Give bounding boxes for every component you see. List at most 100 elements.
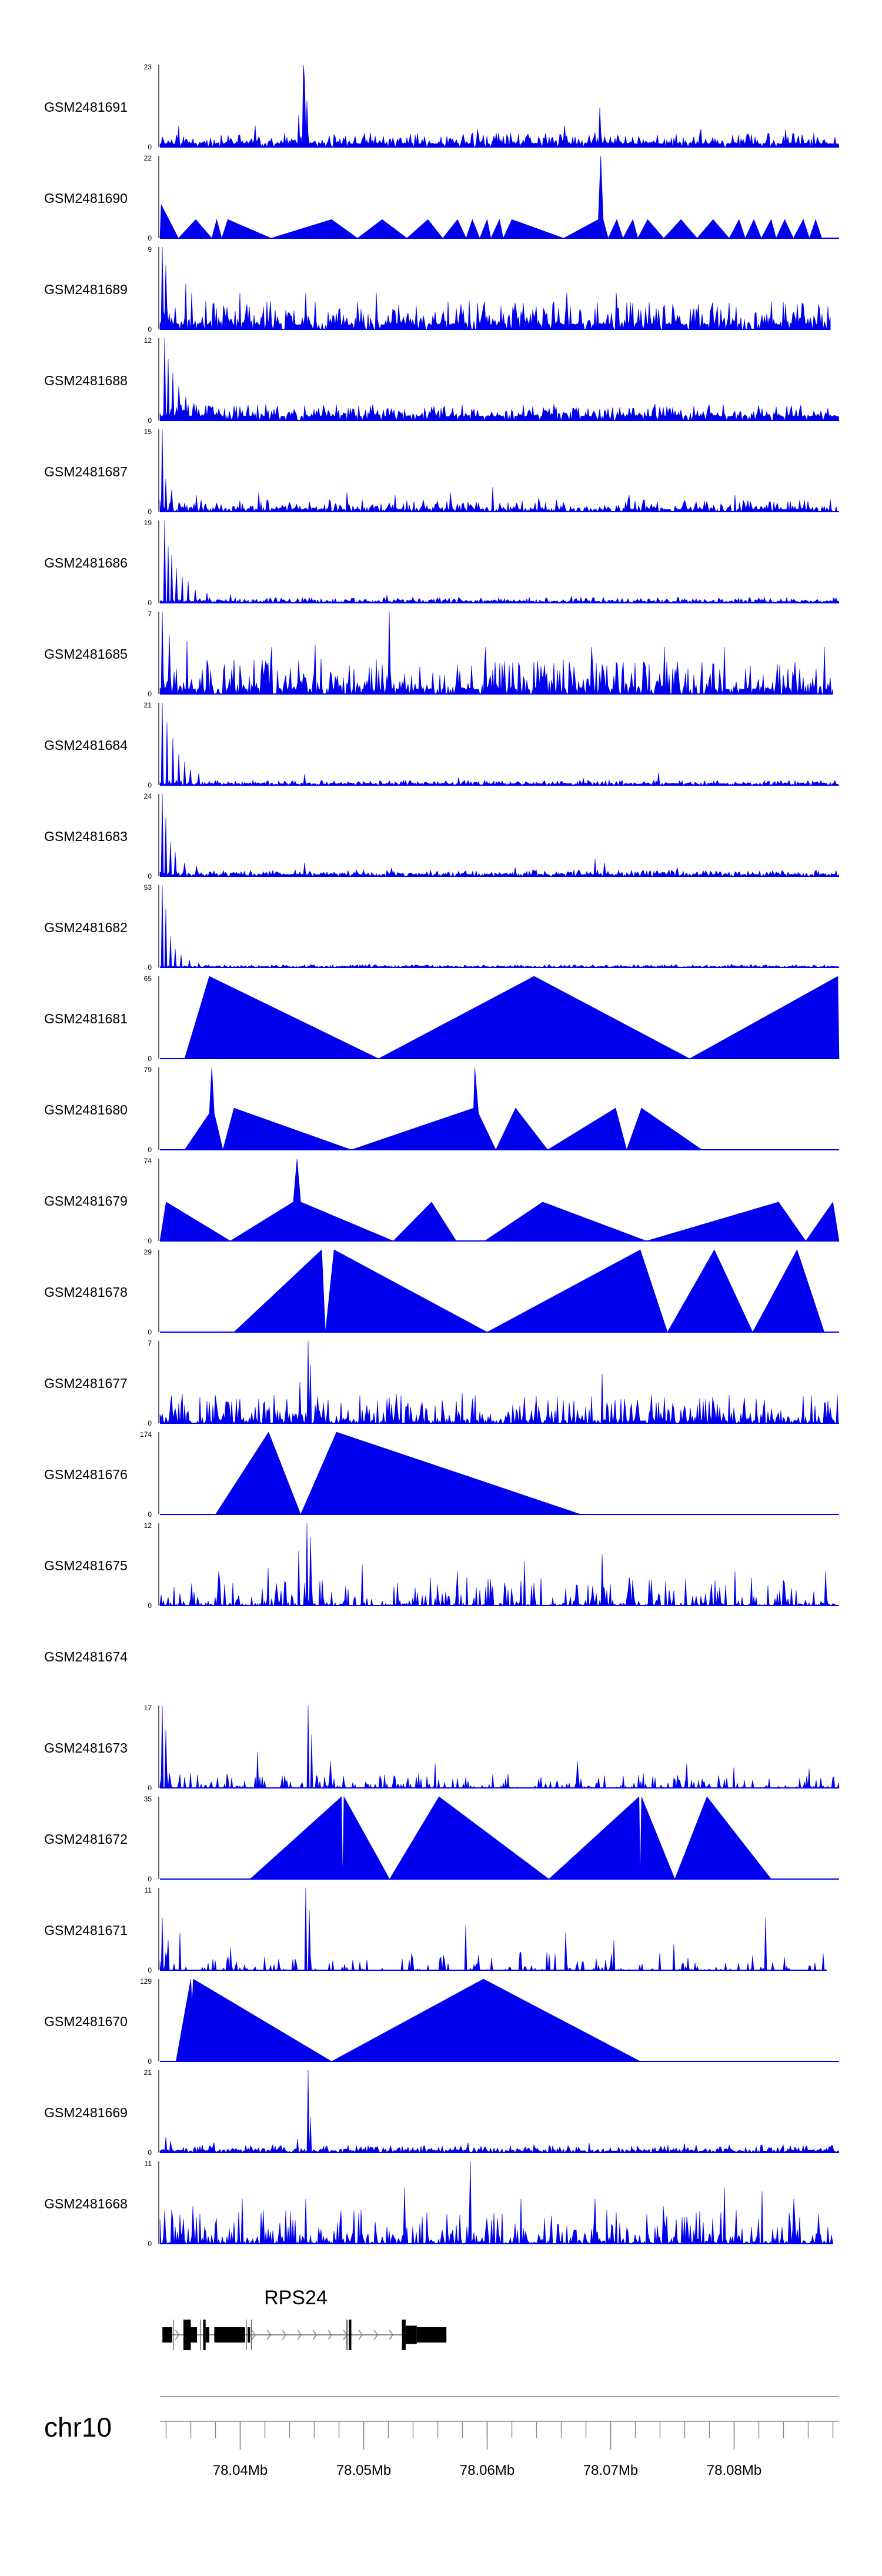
track-ymax-label: 9 xyxy=(148,245,152,253)
coverage-area xyxy=(159,793,840,877)
track-ymin-label: 0 xyxy=(148,1875,152,1883)
track-label: GSM2481685 xyxy=(44,646,128,662)
coverage-area xyxy=(159,2070,840,2154)
axis-tick-label: 78.05Mb xyxy=(336,2462,391,2478)
track-ymax-label: 129 xyxy=(140,1977,152,1986)
strand-arrow xyxy=(358,2330,363,2340)
coverage-area xyxy=(159,64,840,148)
track-ymin-label: 0 xyxy=(148,872,152,880)
track-label: GSM2481682 xyxy=(44,920,128,935)
track-GSM2481672: GSM2481672 35 0 xyxy=(44,1795,839,1883)
track-ymax-label: 17 xyxy=(144,1704,152,1712)
track-ymin-label: 0 xyxy=(148,1237,152,1245)
track-ymax-label: 11 xyxy=(145,2160,152,2168)
track-label: GSM2481670 xyxy=(44,2014,128,2029)
track-label: GSM2481674 xyxy=(44,1649,128,1664)
coverage-area xyxy=(159,520,840,604)
track-ymax-label: 79 xyxy=(144,1066,152,1074)
track-label: GSM2481678 xyxy=(44,1284,128,1300)
strand-arrow xyxy=(312,2330,318,2340)
axis-tick-label: 78.07Mb xyxy=(583,2462,638,2478)
gene-exon xyxy=(248,2327,250,2343)
coverage-area xyxy=(159,246,831,330)
track-ymin-label: 0 xyxy=(148,2148,152,2157)
axis-tick-label: 78.04Mb xyxy=(213,2462,268,2478)
track-GSM2481681: GSM2481681 65 0 xyxy=(44,975,840,1063)
track-ymin-label: 0 xyxy=(148,508,152,516)
strand-arrow xyxy=(389,2330,394,2340)
gene-name-label: RPS24 xyxy=(264,2287,328,2309)
track-GSM2481669: GSM2481669 21 0 xyxy=(44,2068,840,2157)
gene-exon xyxy=(203,2320,206,2350)
track-ymin-label: 0 xyxy=(148,1328,152,1336)
coverage-area xyxy=(159,885,840,968)
track-ymax-label: 19 xyxy=(144,519,152,527)
track-ymax-label: 15 xyxy=(144,428,152,436)
track-label: GSM2481672 xyxy=(44,1831,128,1847)
track-GSM2481675: GSM2481675 12 0 xyxy=(44,1521,839,1610)
track-ymin-label: 0 xyxy=(148,1966,152,1974)
coverage-area xyxy=(175,1978,641,2062)
strand-arrow xyxy=(282,2330,287,2340)
gene-exon xyxy=(183,2320,191,2350)
track-label: GSM2481681 xyxy=(44,1011,128,1026)
coverage-area xyxy=(159,1158,840,1242)
track-label: GSM2481675 xyxy=(44,1558,128,1573)
track-label: GSM2481688 xyxy=(44,373,128,388)
track-ymax-label: 22 xyxy=(144,154,152,162)
track-ymax-label: 11 xyxy=(145,1886,152,1894)
track-ymax-label: 65 xyxy=(144,975,152,983)
track-label: GSM2481668 xyxy=(44,2196,128,2211)
track-label: GSM2481669 xyxy=(44,2105,128,2120)
track-GSM2481686: GSM2481686 19 0 xyxy=(44,519,840,607)
gene-exon xyxy=(402,2320,406,2350)
coverage-area xyxy=(159,429,839,513)
coverage-area xyxy=(159,1523,839,1607)
track-GSM2481684: GSM2481684 21 0 xyxy=(44,701,839,789)
track-label: GSM2481676 xyxy=(44,1467,128,1482)
track-label: GSM2481677 xyxy=(44,1376,128,1391)
track-GSM2481668: GSM2481668 11 0 xyxy=(44,2160,833,2248)
track-GSM2481687: GSM2481687 15 0 xyxy=(44,428,839,516)
track-ymax-label: 23 xyxy=(144,63,152,71)
track-GSM2481678: GSM2481678 29 0 xyxy=(44,1248,839,1336)
strand-arrow xyxy=(251,2330,256,2340)
track-label: GSM2481686 xyxy=(44,555,128,570)
track-ymax-label: 174 xyxy=(140,1430,152,1439)
track-GSM2481674: GSM2481674 xyxy=(44,1649,128,1664)
track-GSM2481685: GSM2481685 7 0 xyxy=(44,610,833,698)
track-ymin-label: 0 xyxy=(148,143,152,151)
gene-exon xyxy=(416,2327,447,2343)
track-GSM2481677: GSM2481677 7 0 xyxy=(44,1339,839,1427)
track-ymin-label: 0 xyxy=(148,1510,152,1519)
track-GSM2481688: GSM2481688 12 0 xyxy=(44,336,840,425)
track-GSM2481680: GSM2481680 79 0 xyxy=(44,1066,839,1154)
gene-exon xyxy=(405,2325,417,2344)
tracks-layer: GSM2481691230GSM2481690220GSM248168990GS… xyxy=(44,63,840,2248)
coverage-area xyxy=(159,1705,840,1789)
track-GSM2481691: GSM2481691 23 0 xyxy=(44,63,840,151)
track-ymin-label: 0 xyxy=(148,1055,152,1063)
track-label: GSM2481687 xyxy=(44,464,128,479)
coverage-area xyxy=(159,1887,827,1971)
track-ymax-label: 7 xyxy=(148,610,152,618)
coverage-area xyxy=(215,1432,582,1515)
track-ymax-label: 7 xyxy=(148,1339,152,1347)
track-label: GSM2481690 xyxy=(44,191,128,206)
track-label: GSM2481684 xyxy=(44,738,128,753)
track-ymin-label: 0 xyxy=(148,1784,152,1792)
strand-arrow xyxy=(343,2330,348,2340)
track-GSM2481673: GSM2481673 17 0 xyxy=(44,1704,840,1792)
strand-arrow xyxy=(373,2330,379,2340)
track-GSM2481689: GSM2481689 9 0 xyxy=(44,245,831,333)
track-ymin-label: 0 xyxy=(148,325,152,333)
track-ymax-label: 24 xyxy=(144,792,152,800)
track-ymin-label: 0 xyxy=(148,690,152,698)
genome-axis-track: chr10 78.04Mb 78.05Mb 78.06Mb 78.07Mb 78.08M… xyxy=(44,2396,839,2478)
coverage-area xyxy=(159,2161,833,2245)
chromosome-label: chr10 xyxy=(44,2412,112,2442)
track-label: GSM2481680 xyxy=(44,1102,128,1117)
track-ymin-label: 0 xyxy=(148,1146,152,1154)
track-ymin-label: 0 xyxy=(148,781,152,789)
